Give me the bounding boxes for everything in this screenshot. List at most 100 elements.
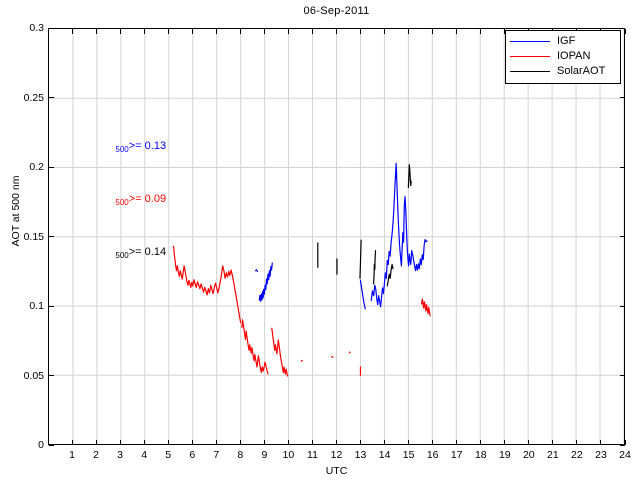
x-tick-mark [95,29,97,34]
y-tick-mark [620,236,625,237]
x-tick-label: 24 [619,449,631,461]
x-tick-label: 6 [189,449,196,461]
x-tick-label: 8 [237,449,244,461]
legend-item-iopan[interactable]: IOPAN [510,49,616,64]
x-tick-label: 13 [354,449,367,461]
y-tick-label: 0.3 [29,22,44,34]
x-tick-mark [480,440,482,445]
y-tick-mark [49,236,54,237]
series-line-solaraot [407,164,412,189]
series-line-solaraot [373,250,377,285]
y-axis-title: AOT at 500 nm [10,175,22,247]
x-tick-label: 3 [117,449,124,461]
y-tick-mark [49,27,54,29]
y-tick-label: 0.05 [23,369,44,382]
y-tick-mark [620,97,625,98]
x-tick-label: 5 [165,449,172,461]
chart-title: 06-Sep-2011 [303,5,370,17]
x-tick-label: 4 [141,449,148,461]
x-tick-mark [384,29,386,34]
x-tick-mark [167,29,169,34]
y-tick-mark [620,27,625,29]
legend-swatch-iopan [510,56,550,57]
grid-lines [49,29,624,445]
x-tick-mark [432,29,434,34]
x-tick-label: 17 [450,449,463,461]
x-tick-mark [215,29,217,34]
x-tick-mark [119,29,121,34]
legend-item-igf[interactable]: IGF [510,34,616,49]
x-tick-mark [456,29,458,34]
y-tick-mark [49,375,54,376]
legend-label: SolarAOT [557,65,606,77]
series-line-igf [254,269,259,273]
x-tick-label: 1 [69,449,75,461]
x-tick-mark [71,440,73,445]
x-tick-mark [119,440,121,445]
data-point [348,351,351,354]
x-tick-mark [456,440,458,445]
y-tick-mark [620,305,625,307]
x-tick-label: 11 [307,449,318,461]
x-tick-mark [263,29,265,34]
x-tick-mark [143,440,145,445]
x-tick-label: 16 [426,449,439,461]
y-tick-label: 0.1 [29,300,44,312]
x-tick-mark [360,29,362,34]
data-series-layer [172,162,431,377]
x-tick-mark [167,440,169,445]
y-axis-tick-labels: 0 0.05 0.1 0.15 0.2 0.25 0.3 [0,22,44,451]
x-tick-label: 9 [261,449,268,461]
x-tick-mark [263,440,265,445]
x-tick-mark [624,29,626,34]
x-tick-mark [408,440,410,445]
x-tick-mark [191,440,193,445]
data-point [300,359,303,362]
x-tick-label: 19 [498,449,511,461]
x-tick-mark [600,440,602,445]
series-line-iopan [241,319,269,375]
y-tick-mark [620,375,625,376]
y-tick-mark [620,166,625,168]
x-tick-label: 15 [402,449,415,461]
legend-item-solaraot[interactable]: SolarAOT [510,64,616,79]
x-tick-mark [311,440,313,445]
x-tick-label: 10 [282,449,295,461]
x-tick-label: 23 [595,449,607,461]
y-tick-mark [620,444,625,446]
y-tick-label: 0.25 [23,91,44,104]
legend-swatch-solaraot [510,71,550,72]
aot-mean-annotation: 500>= 0.09 [115,193,167,208]
x-tick-mark [624,440,626,445]
x-tick-mark [71,29,73,34]
aot-mean-annotation: 500>= 0.13 [115,140,167,155]
x-tick-label: 20 [522,449,535,461]
x-tick-mark [336,440,337,445]
x-axis-title: UTC [325,465,348,477]
x-tick-mark [336,29,337,34]
y-tick-label: 0 [38,439,44,451]
x-tick-mark [528,440,530,445]
x-tick-mark [504,440,506,445]
x-tick-label: 12 [330,449,343,461]
plot-area: 500>= 0.13 500>= 0.09 500>= 0.14 [48,28,625,445]
y-tick-label: 0.15 [23,230,44,243]
x-tick-mark [504,29,506,34]
x-tick-mark [143,29,145,34]
x-tick-mark [384,440,386,445]
x-tick-mark [408,29,410,34]
aot-mean-annotation: 500>= 0.14 [115,245,167,260]
series-line-igf [370,162,428,308]
y-tick-mark [49,444,54,446]
x-tick-label: 2 [93,449,100,461]
series-line-iopan [331,355,334,358]
series-line-iopan [271,327,289,377]
series-line-igf [359,279,366,310]
x-tick-mark [432,440,434,445]
legend-swatch-igf [510,41,550,42]
series-line-solaraot [386,263,394,287]
x-tick-mark [287,29,289,34]
series-line-igf [258,262,273,302]
x-tick-mark [576,440,578,445]
